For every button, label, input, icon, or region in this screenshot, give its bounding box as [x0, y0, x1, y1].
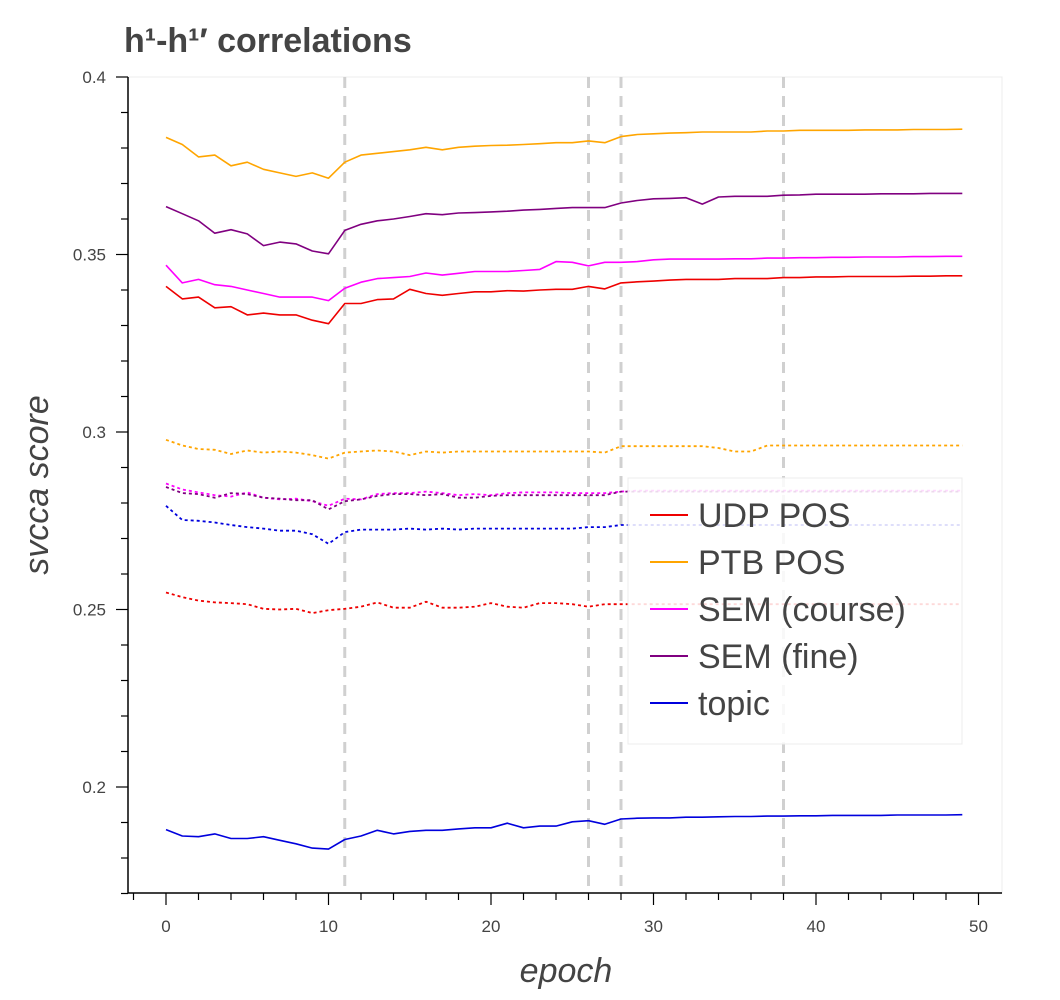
x-tick-label: 40: [807, 917, 826, 936]
y-tick-label: 0.35: [73, 246, 106, 265]
x-tick-label: 20: [482, 917, 501, 936]
x-tick-label: 30: [644, 917, 663, 936]
x-tick-label: 10: [319, 917, 338, 936]
x-tick-label: 50: [969, 917, 988, 936]
legend: UDP POS PTB POS SEM (course) SEM (fine) topi…: [628, 478, 962, 744]
legend-label: UDP POS: [698, 497, 850, 535]
chart-plot: UDP POS PTB POS SEM (course) SEM (fine) topi…: [0, 0, 1060, 1000]
legend-label: SEM (course): [698, 591, 906, 629]
y-tick-label: 0.25: [73, 601, 106, 620]
y-tick-label: 0.3: [82, 423, 106, 442]
legend-label: topic: [698, 685, 770, 723]
x-tick-label: 0: [161, 917, 170, 936]
legend-label: PTB POS: [698, 544, 845, 582]
y-axis-label: svcca score: [18, 395, 56, 575]
y-tick-label: 0.4: [82, 68, 106, 87]
y-tick-label: 0.2: [82, 778, 106, 797]
x-axis-label: epoch: [520, 952, 613, 990]
legend-label: SEM (fine): [698, 638, 859, 676]
